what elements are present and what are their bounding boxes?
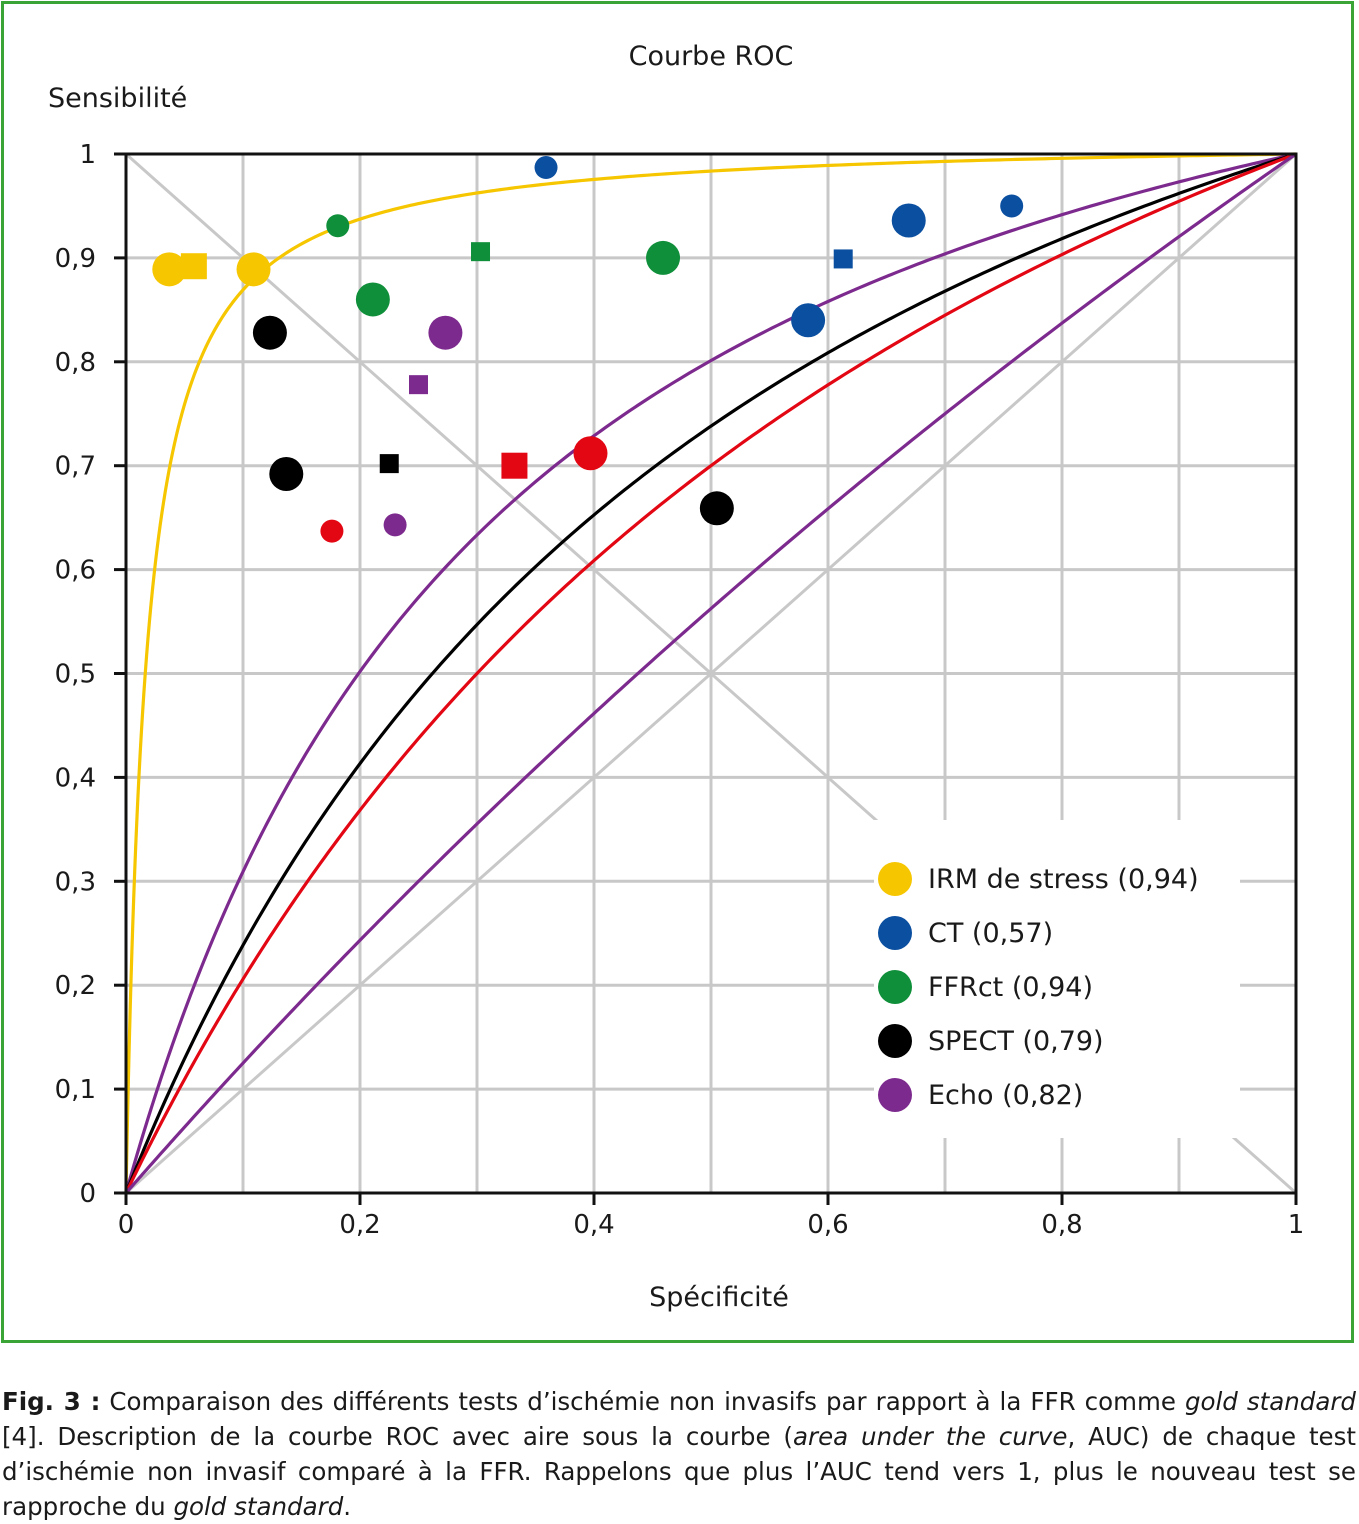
- data-point-circle: [534, 156, 558, 180]
- data-point-square: [180, 253, 207, 280]
- legend-label: CT (0,57): [928, 918, 1053, 949]
- caption-text: [4]. Description de la courbe ROC avec a…: [2, 1422, 793, 1451]
- data-point-square: [501, 452, 528, 479]
- x-tick-label: 1: [1288, 1210, 1305, 1240]
- legend: IRM de stress (0,94) CT (0,57) FFRct (0,94…: [874, 820, 1240, 1138]
- data-point-circle: [646, 240, 681, 275]
- x-tick-label: 0,6: [807, 1210, 848, 1240]
- figure-caption: Fig. 3 : Comparaison des différents test…: [2, 1384, 1356, 1524]
- data-point-circle: [1000, 194, 1024, 218]
- y-tick-label: 0,5: [55, 660, 96, 690]
- caption-italic: gold standard: [173, 1492, 344, 1521]
- y-tick-label: 0,8: [55, 348, 96, 378]
- axes: 0 0,1 0,2 0,3 0,4 0,5 0,6 0,7 0,8 0,9 1 0 0,2 0,4 0,6 0…: [55, 140, 1305, 1240]
- chart-title: Courbe ROC: [629, 41, 794, 72]
- roc-chart: 0 0,1 0,2 0,3 0,4 0,5 0,6 0,7 0,8 0,9 1 0 0,2 0,4 0,6 0…: [48, 41, 1305, 1313]
- x-axis-label: Spécificité: [649, 1282, 789, 1313]
- caption-text: .: [343, 1492, 352, 1521]
- data-point-square: [379, 454, 399, 474]
- data-point-circle: [428, 315, 463, 350]
- caption-italic: gold standard: [1184, 1387, 1356, 1416]
- data-point-circle: [383, 513, 407, 537]
- caption-text: , AUC) de chaque test d’ischémie non inv…: [2, 1422, 1356, 1521]
- data-points: [152, 156, 1024, 543]
- data-point-square: [833, 249, 853, 269]
- y-tick-label: 0: [79, 1179, 96, 1209]
- data-point-square: [409, 375, 428, 395]
- y-tick-label: 0,1: [55, 1075, 96, 1105]
- roc-curve: [124, 152, 1297, 1195]
- data-point-circle: [320, 519, 344, 543]
- y-axis-label: Sensibilité: [48, 83, 187, 114]
- y-tick-label: 1: [79, 140, 96, 170]
- figure-frame: [1, 1, 1354, 1343]
- legend-marker: [878, 916, 912, 950]
- caption-text: Comparaison des différents tests d’isché…: [100, 1387, 1185, 1416]
- data-point-circle: [891, 203, 926, 238]
- roc-curves: [124, 152, 1297, 1195]
- data-point-circle: [326, 214, 350, 238]
- data-point-square: [471, 242, 491, 262]
- data-point-circle: [252, 315, 287, 350]
- data-point-circle: [269, 457, 304, 492]
- data-point-circle: [791, 303, 826, 338]
- legend-label: SPECT (0,79): [928, 1026, 1104, 1057]
- x-tick-label: 0,4: [573, 1210, 614, 1240]
- legend-label: Echo (0,82): [928, 1080, 1083, 1111]
- y-tick-label: 0,3: [55, 867, 96, 897]
- legend-marker: [878, 1078, 912, 1112]
- roc-curve: [124, 152, 1297, 1195]
- x-tick-label: 0: [118, 1210, 135, 1240]
- y-tick-label: 0,2: [55, 971, 96, 1001]
- caption-italic: area under the curve: [792, 1422, 1068, 1451]
- x-tick-label: 0,8: [1041, 1210, 1082, 1240]
- data-point-circle: [152, 252, 187, 287]
- legend-background: [874, 820, 1240, 1138]
- legend-label: FFRct (0,94): [928, 972, 1093, 1003]
- legend-marker: [878, 862, 912, 896]
- roc-curve: [124, 152, 1297, 1195]
- data-point-circle: [699, 491, 734, 526]
- y-tick-label: 0,4: [55, 763, 96, 793]
- y-tick-label: 0,7: [55, 452, 96, 482]
- data-point-circle: [573, 436, 608, 471]
- y-tick-label: 0,9: [55, 244, 96, 274]
- legend-marker: [878, 970, 912, 1004]
- x-tick-label: 0,2: [339, 1210, 380, 1240]
- data-point-circle: [355, 282, 390, 317]
- legend-label: IRM de stress (0,94): [928, 864, 1199, 895]
- legend-marker: [878, 1024, 912, 1058]
- caption-label: Fig. 3 :: [2, 1387, 101, 1416]
- roc-curve: [124, 152, 1297, 1195]
- y-tick-label: 0,6: [55, 556, 96, 586]
- data-point-circle: [236, 252, 271, 287]
- roc-curve: [124, 152, 1297, 1194]
